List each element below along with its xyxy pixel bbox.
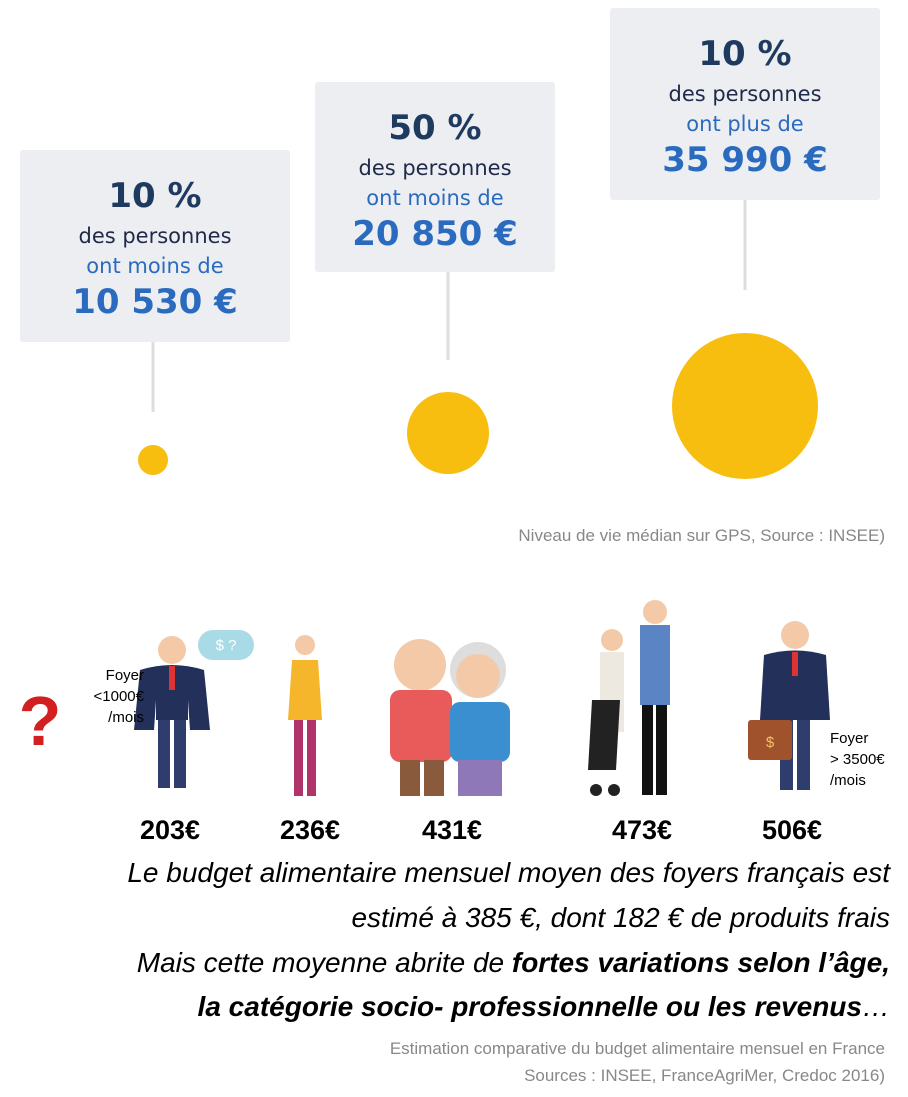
foyer-line: > 3500€	[830, 751, 885, 768]
stat-percent: 10 %	[108, 176, 202, 216]
stat-line: ont moins de	[86, 254, 224, 278]
foyer-line: Foyer	[105, 667, 144, 684]
person-family	[588, 600, 670, 796]
stat-line: ont plus de	[686, 112, 804, 136]
stat-box: 10 % des personnes ont moins de 10 530 €	[20, 150, 290, 342]
person-low-income: $ ? ?	[19, 630, 254, 788]
paragraph-line: Mais cette moyenne abrite de fortes vari…	[137, 947, 890, 979]
speech-bubble-text: $ ?	[216, 637, 237, 654]
circle	[672, 333, 818, 479]
stat-line: des personnes	[78, 224, 232, 248]
bag-symbol: $	[766, 734, 775, 751]
stat-line: des personnes	[668, 82, 822, 106]
source: Niveau de vie médian sur GPS, Source : I…	[518, 526, 885, 545]
foyer-line: /mois	[830, 772, 866, 789]
circle	[138, 445, 168, 475]
person-high-income: $	[748, 621, 830, 790]
paragraph-text: …	[862, 991, 890, 1022]
budget: 236€	[279, 815, 341, 845]
budget: 473€	[611, 815, 673, 845]
stat-amount: 20 850 €	[352, 214, 518, 254]
question-mark: ?	[19, 682, 62, 760]
source-line: Sources : INSEE, FranceAgriMer, Credoc 2…	[524, 1066, 885, 1085]
source: Estimation comparative du budget aliment…	[390, 1035, 885, 1089]
paragraph-bold: la catégorie socio- professionnelle ou l…	[197, 991, 862, 1022]
circle	[407, 392, 489, 474]
budget: 203€	[139, 815, 201, 845]
paragraph-line: Le budget alimentaire mensuel moyen des …	[127, 857, 890, 888]
stat-amount: 10 530 €	[72, 282, 238, 322]
person-woman	[288, 635, 322, 796]
foyer-line: /mois	[108, 709, 144, 726]
stat-percent: 50 %	[388, 108, 482, 148]
source-line: Estimation comparative du budget aliment…	[389, 1039, 885, 1058]
budget: 431€	[421, 815, 483, 845]
connectors	[151, 200, 747, 412]
stat-box: 50 % des personnes ont moins de 20 850 €	[315, 82, 555, 272]
stat-box: 10 % des personnes ont plus de 35 990 €	[610, 8, 880, 200]
stat-percent: 10 %	[698, 34, 792, 74]
stat-line: ont moins de	[366, 186, 504, 210]
person-elderly-couple	[390, 639, 510, 796]
stat-line: des personnes	[358, 156, 512, 180]
budget: 506€	[761, 815, 823, 845]
foyer-line: Foyer	[830, 730, 869, 747]
foyer-label: Foyer > 3500€ /mois	[830, 728, 885, 791]
paragraph-bold: fortes variations selon l’âge,	[511, 947, 890, 978]
foyer-label: Foyer <1000€ /mois	[82, 665, 144, 728]
stat-amount: 35 990 €	[662, 140, 828, 180]
paragraph-line: estimé à 385 €, dont 182 € de produits f…	[351, 902, 890, 933]
paragraph-line: la catégorie socio- professionnelle ou l…	[198, 991, 890, 1023]
paragraph-text: Mais cette moyenne abrite de	[136, 947, 512, 978]
foyer-line: <1000€	[93, 688, 144, 705]
